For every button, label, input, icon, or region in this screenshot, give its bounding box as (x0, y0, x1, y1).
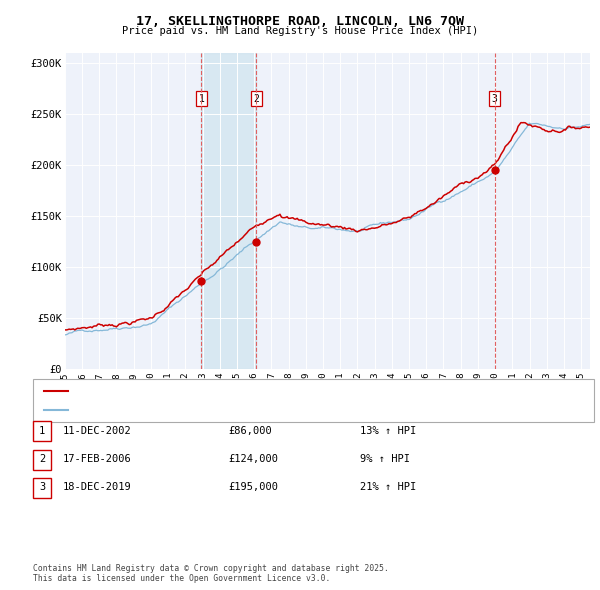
Text: 1: 1 (39, 426, 45, 435)
Text: HPI: Average price, semi-detached house, Lincoln: HPI: Average price, semi-detached house,… (72, 406, 348, 415)
Text: 21% ↑ HPI: 21% ↑ HPI (360, 483, 416, 492)
Text: Contains HM Land Registry data © Crown copyright and database right 2025.
This d: Contains HM Land Registry data © Crown c… (33, 563, 389, 583)
Text: 17, SKELLINGTHORPE ROAD, LINCOLN, LN6 7QW (semi-detached house): 17, SKELLINGTHORPE ROAD, LINCOLN, LN6 7Q… (72, 386, 434, 395)
Text: 2: 2 (253, 94, 259, 104)
Text: 13% ↑ HPI: 13% ↑ HPI (360, 426, 416, 435)
Text: £86,000: £86,000 (228, 426, 272, 435)
Text: 3: 3 (491, 94, 497, 104)
Bar (202, 53, 256, 369)
Text: 3: 3 (39, 483, 45, 492)
Text: £124,000: £124,000 (228, 454, 278, 464)
Text: £195,000: £195,000 (228, 483, 278, 492)
Text: 11-DEC-2002: 11-DEC-2002 (63, 426, 132, 435)
Text: Price paid vs. HM Land Registry's House Price Index (HPI): Price paid vs. HM Land Registry's House … (122, 26, 478, 36)
Text: 9% ↑ HPI: 9% ↑ HPI (360, 454, 410, 464)
Text: 1: 1 (199, 94, 205, 104)
Text: 17-FEB-2006: 17-FEB-2006 (63, 454, 132, 464)
Text: 18-DEC-2019: 18-DEC-2019 (63, 483, 132, 492)
Text: 17, SKELLINGTHORPE ROAD, LINCOLN, LN6 7QW: 17, SKELLINGTHORPE ROAD, LINCOLN, LN6 7Q… (136, 15, 464, 28)
Text: 2: 2 (39, 454, 45, 464)
